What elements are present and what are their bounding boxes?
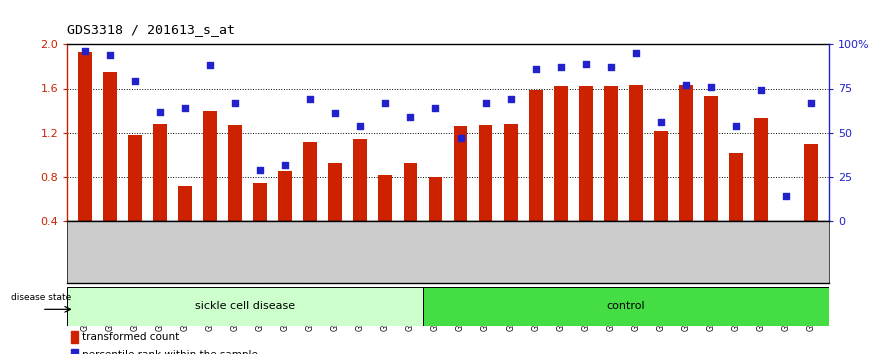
Point [504,96,518,102]
Bar [71,331,78,343]
Bar [428,177,443,221]
Bar [629,85,642,221]
Point [453,135,468,141]
Point [278,162,292,167]
Bar [128,135,142,221]
Bar [529,90,543,221]
Point [804,100,818,105]
Bar [704,96,718,221]
Point [428,105,443,111]
Text: percentile rank within the sample: percentile rank within the sample [82,350,258,354]
Bar [304,142,317,221]
Point [78,48,92,54]
Point [127,79,142,84]
Point [353,123,367,129]
Bar [78,52,91,221]
Point [303,96,317,102]
Point [704,84,719,90]
Text: disease state: disease state [12,293,72,302]
Bar [403,162,418,221]
Bar [254,183,267,221]
Bar [103,72,116,221]
Bar [729,153,743,221]
Bar [378,175,392,221]
Bar [453,126,468,221]
Bar [203,110,217,221]
Bar [71,349,78,354]
Point [478,100,493,105]
Bar [178,186,192,221]
Point [679,82,694,88]
Point [253,167,267,173]
Point [378,100,392,105]
Point [729,123,744,129]
Point [202,63,217,68]
Point [529,66,543,72]
FancyBboxPatch shape [67,287,423,326]
Bar [554,86,568,221]
Point [152,109,167,114]
Bar [805,144,818,221]
Bar [353,139,367,221]
FancyBboxPatch shape [423,287,829,326]
Bar [153,124,167,221]
Point [779,194,793,199]
Bar [579,86,592,221]
Point [579,61,593,67]
Point [328,110,342,116]
Bar [279,171,292,221]
Point [629,50,643,56]
Bar [228,125,242,221]
Point [403,114,418,120]
Bar [478,125,493,221]
Bar [654,131,668,221]
Text: GDS3318 / 201613_s_at: GDS3318 / 201613_s_at [67,23,235,36]
Bar [604,86,617,221]
Bar [780,221,793,223]
Point [228,100,242,105]
Text: transformed count: transformed count [82,332,179,342]
Bar [504,124,518,221]
Point [754,87,769,93]
Bar [328,162,342,221]
Text: control: control [607,301,645,311]
Point [103,52,117,58]
Point [177,105,192,111]
Point [604,64,618,70]
Bar [679,85,693,221]
Point [554,64,568,70]
Text: sickle cell disease: sickle cell disease [194,301,295,311]
Bar [754,118,768,221]
Point [654,119,668,125]
